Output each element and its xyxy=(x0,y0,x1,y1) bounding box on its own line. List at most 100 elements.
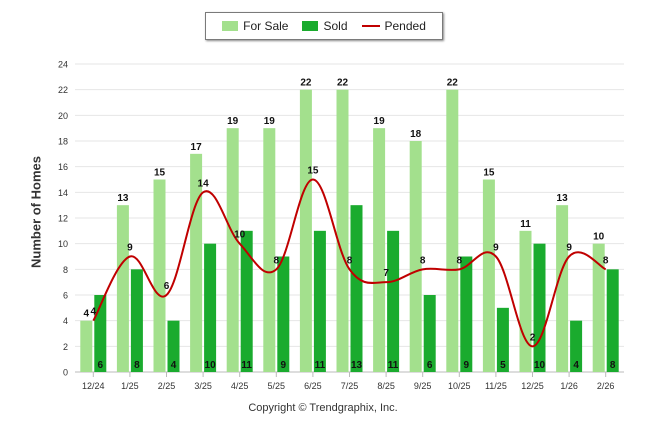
x-tick-label: 10/25 xyxy=(448,381,471,391)
bar-for-sale xyxy=(336,89,349,373)
data-label-pended: 4 xyxy=(91,307,97,318)
data-label-pended: 8 xyxy=(347,255,353,266)
data-label-pended: 9 xyxy=(127,243,133,254)
y-tick-label: 0 xyxy=(63,368,68,378)
y-tick-label: 4 xyxy=(63,316,68,326)
bar-for-sale xyxy=(80,320,93,372)
pended-line-path xyxy=(92,178,607,348)
legend-label-for-sale: For Sale xyxy=(243,19,289,33)
pended-swatch xyxy=(361,25,380,27)
data-label-for-sale: 4 xyxy=(84,309,90,320)
bar-for-sale xyxy=(446,89,459,373)
data-label-pended: 2 xyxy=(530,332,536,343)
bar-for-sale xyxy=(519,230,532,372)
legend-item-sold[interactable]: Sold xyxy=(302,19,348,33)
data-label-sold: 4 xyxy=(573,360,579,371)
data-label-for-sale: 22 xyxy=(337,78,349,89)
data-label-sold: 4 xyxy=(171,360,177,371)
data-label-for-sale: 17 xyxy=(191,142,203,153)
data-label-for-sale: 10 xyxy=(593,232,605,243)
data-label-pended: 8 xyxy=(274,255,280,266)
bar-sold xyxy=(387,230,400,372)
x-axis-ticks: 12/24 1/25 2/25 3/25 4/25 5/25 6/25 7/25 8/25 9/2… xyxy=(82,372,614,391)
x-tick-label: 3/25 xyxy=(194,381,212,391)
x-tick-label: 12/25 xyxy=(521,381,544,391)
bar-sold xyxy=(460,256,473,372)
for-sale-swatch xyxy=(222,21,239,31)
legend-item-pended[interactable]: Pended xyxy=(361,19,426,33)
y-tick-label: 10 xyxy=(58,239,68,249)
data-label-pended: 7 xyxy=(383,268,389,279)
legend-item-for-sale[interactable]: For Sale xyxy=(222,19,288,33)
data-label-for-sale: 19 xyxy=(264,116,276,127)
x-tick-label: 1/25 xyxy=(121,381,139,391)
data-label-pended: 8 xyxy=(603,255,609,266)
x-tick-label: 2/25 xyxy=(158,381,176,391)
y-tick-label: 14 xyxy=(58,188,68,198)
data-label-pended: 10 xyxy=(234,230,246,241)
bar-sold xyxy=(167,320,180,372)
bars xyxy=(80,89,619,373)
data-label-for-sale: 15 xyxy=(483,168,495,179)
data-label-for-sale: 11 xyxy=(520,219,531,230)
x-tick-label: 8/25 xyxy=(377,381,395,391)
legend-label-sold: Sold xyxy=(323,19,348,33)
bar-sold xyxy=(277,256,290,372)
bar-sold xyxy=(240,230,253,372)
bar-for-sale xyxy=(373,128,386,372)
data-label-for-sale: 19 xyxy=(227,116,239,127)
bar-sold xyxy=(204,243,217,372)
sold-swatch xyxy=(302,21,319,31)
y-tick-label: 2 xyxy=(63,342,68,352)
data-label-for-sale: 13 xyxy=(117,193,129,204)
bar-for-sale xyxy=(556,205,569,372)
bar-for-sale xyxy=(263,128,276,372)
bar-sold xyxy=(496,307,509,372)
y-tick-label: 6 xyxy=(63,291,68,301)
bar-for-sale xyxy=(592,243,605,372)
y-tick-label: 24 xyxy=(58,60,68,70)
bar-for-sale xyxy=(190,153,203,372)
y-tick-label: 12 xyxy=(58,214,68,224)
data-label-for-sale: 18 xyxy=(410,129,422,140)
bar-sold xyxy=(533,243,546,372)
legend-label-pended: Pended xyxy=(384,19,426,33)
data-label-sold: 9 xyxy=(281,360,287,371)
data-label-pended: 6 xyxy=(164,281,170,292)
bar-for-sale xyxy=(116,205,129,372)
data-label-sold: 8 xyxy=(610,360,616,371)
y-tick-label: 20 xyxy=(58,111,68,121)
y-tick-label: 18 xyxy=(58,137,68,147)
x-tick-label: 9/25 xyxy=(414,381,432,391)
x-tick-label: 1/26 xyxy=(560,381,578,391)
bar-for-sale xyxy=(153,179,166,372)
bar-sold xyxy=(313,230,326,372)
x-tick-label: 11/25 xyxy=(485,381,507,391)
y-tick-label: 8 xyxy=(63,265,68,275)
copyright-text: Copyright © Trendgraphix, Inc. xyxy=(248,402,398,414)
data-label-sold: 6 xyxy=(427,360,433,371)
bar-for-sale xyxy=(409,141,422,372)
data-label-sold: 10 xyxy=(205,360,217,371)
data-label-pended: 8 xyxy=(420,255,426,266)
data-label-pended: 9 xyxy=(566,243,572,254)
x-tick-label: 6/25 xyxy=(304,381,322,391)
data-label-pended: 15 xyxy=(307,166,319,177)
data-label-pended: 9 xyxy=(493,243,499,254)
x-tick-label: 2/26 xyxy=(597,381,615,391)
y-axis-label: Number of Homes xyxy=(28,156,44,268)
bar-sold xyxy=(350,205,363,372)
pended-line xyxy=(92,178,607,348)
data-label-sold: 6 xyxy=(98,360,104,371)
data-label-sold: 10 xyxy=(534,360,546,371)
data-label-for-sale: 15 xyxy=(154,168,166,179)
data-label-for-sale: 19 xyxy=(374,116,386,127)
data-label-sold: 11 xyxy=(388,360,399,371)
data-label-sold: 9 xyxy=(464,360,470,371)
bar-sold xyxy=(130,269,143,372)
bar-sold xyxy=(606,269,619,372)
bar-for-sale xyxy=(226,128,239,372)
x-tick-label: 12/24 xyxy=(82,381,105,391)
data-labels: 4 6 13 8 15 4 17 10 19 11 19 9 22 11 22 13 19 11 18 6 22 9 15 5… xyxy=(84,78,616,371)
